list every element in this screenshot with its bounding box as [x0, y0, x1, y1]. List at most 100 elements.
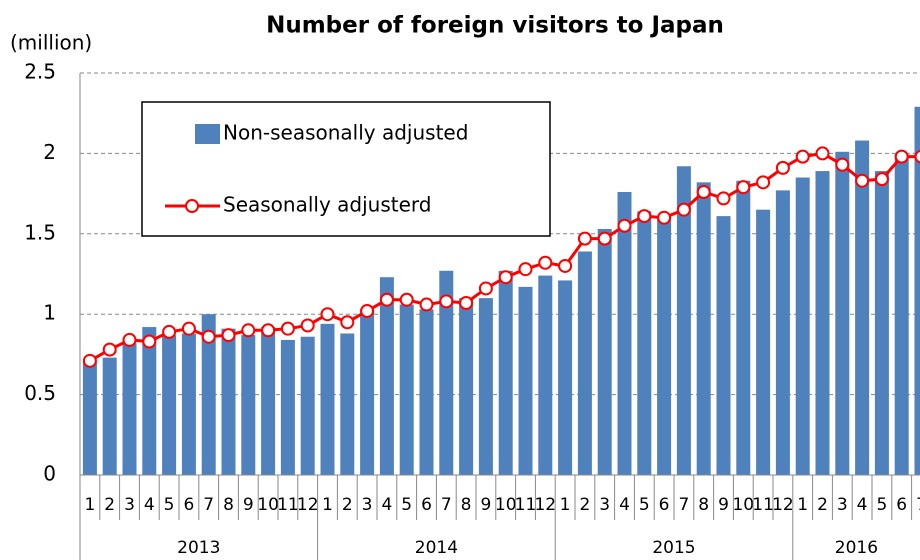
x-tick-label: 4: [144, 495, 155, 515]
chart-title: Number of foreign visitors to Japan: [266, 13, 724, 39]
bar: [459, 298, 474, 475]
line-marker: [419, 297, 434, 312]
bar: [855, 140, 870, 475]
x-tick-label: 8: [461, 495, 472, 515]
bar: [439, 270, 454, 475]
line-marker: [558, 258, 573, 273]
line-marker: [221, 328, 236, 343]
line-marker: [82, 353, 97, 368]
line-marker: [162, 324, 177, 339]
bar: [280, 339, 295, 475]
bar: [538, 275, 553, 475]
bar: [162, 335, 177, 475]
legend-label: Seasonally adjusterd: [223, 193, 431, 217]
y-tick-label: 2: [43, 140, 56, 164]
line-marker: [736, 180, 751, 195]
line-marker: [696, 184, 711, 199]
bar: [241, 335, 256, 475]
line-marker: [835, 157, 850, 172]
x-tick-label: 1: [797, 495, 808, 515]
line-marker: [855, 173, 870, 188]
x-tick-label: 3: [599, 495, 610, 515]
line-marker: [914, 149, 920, 164]
legend-swatch: [195, 124, 220, 144]
bar: [676, 166, 691, 475]
x-tick-label: 9: [480, 495, 491, 515]
bar: [82, 362, 97, 475]
year-label: 2014: [415, 538, 458, 558]
bar: [221, 328, 236, 475]
bar: [419, 309, 434, 475]
bar: [181, 333, 196, 475]
line-marker: [518, 262, 533, 277]
year-label: 2015: [652, 538, 695, 558]
bar: [102, 357, 117, 475]
bar: [478, 298, 493, 475]
bar: [775, 190, 790, 475]
bar: [320, 323, 335, 475]
x-tick-label: 4: [619, 495, 630, 515]
y-tick-label: 1.5: [24, 220, 56, 244]
bar: [597, 228, 612, 475]
line-marker: [538, 255, 553, 270]
line-marker: [360, 303, 375, 318]
x-tick-label: 5: [164, 495, 175, 515]
x-tick-label: 7: [678, 495, 689, 515]
x-tick-label: 6: [896, 495, 907, 515]
x-tick-label: 3: [124, 495, 135, 515]
line-marker: [637, 209, 652, 224]
x-tick-label: 6: [421, 495, 432, 515]
y-tick-label: 2.5: [24, 60, 56, 84]
line-marker: [478, 281, 493, 296]
y-tick-label: 1: [43, 301, 56, 325]
x-tick-label: 2: [342, 495, 353, 515]
year-label: 2013: [177, 538, 220, 558]
bar: [498, 270, 513, 475]
bar: [716, 216, 731, 475]
x-tick-label: 4: [381, 495, 392, 515]
bar: [657, 216, 672, 475]
x-tick-label: 5: [876, 495, 887, 515]
bar: [696, 182, 711, 475]
bar: [518, 286, 533, 475]
bar: [835, 151, 850, 476]
line-marker: [122, 332, 137, 347]
line-marker: [756, 175, 771, 190]
bar: [577, 251, 592, 475]
x-tick-label: 9: [243, 495, 254, 515]
line-marker: [340, 315, 355, 330]
bar: [558, 280, 573, 475]
x-tick-label: 8: [223, 495, 234, 515]
x-tick-label: 6: [183, 495, 194, 515]
line-marker: [617, 218, 632, 233]
line-marker: [775, 160, 790, 175]
x-tick-label: 11: [515, 495, 537, 515]
x-tick-label: 10: [495, 495, 517, 515]
bar: [617, 191, 632, 475]
bar: [637, 211, 652, 475]
y-tick-label: 0.5: [24, 381, 56, 405]
x-tick-label: 7: [203, 495, 214, 515]
line-marker: [498, 270, 513, 285]
x-tick-label: 11: [752, 495, 774, 515]
line-marker: [676, 202, 691, 217]
bar: [340, 333, 355, 475]
x-tick-label: 10: [732, 495, 754, 515]
y-tick-label: 0: [43, 462, 56, 486]
line-marker: [874, 172, 889, 187]
line-marker: [181, 321, 196, 336]
line-marker: [379, 292, 394, 307]
line-marker: [320, 307, 335, 322]
bar: [399, 304, 414, 475]
line-marker: [716, 191, 731, 206]
bar: [300, 336, 315, 475]
x-tick-label: 8: [698, 495, 709, 515]
x-tick-label: 7: [441, 495, 452, 515]
bar: [379, 277, 394, 475]
x-tick-label: 10: [257, 495, 279, 515]
x-tick-label: 6: [659, 495, 670, 515]
bar: [736, 180, 751, 475]
line-marker: [815, 146, 830, 161]
x-tick-label: 1: [322, 495, 333, 515]
